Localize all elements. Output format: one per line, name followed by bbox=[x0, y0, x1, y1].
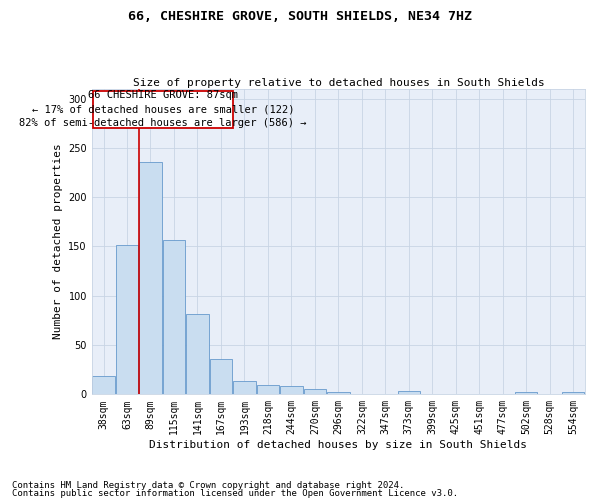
Bar bbox=[257, 386, 279, 394]
Y-axis label: Number of detached properties: Number of detached properties bbox=[53, 144, 63, 340]
Bar bbox=[280, 386, 302, 394]
Bar bbox=[163, 240, 185, 394]
Text: Contains HM Land Registry data © Crown copyright and database right 2024.: Contains HM Land Registry data © Crown c… bbox=[12, 481, 404, 490]
Bar bbox=[515, 392, 538, 394]
Text: 66 CHESHIRE GROVE: 87sqm
← 17% of detached houses are smaller (122)
82% of semi-: 66 CHESHIRE GROVE: 87sqm ← 17% of detach… bbox=[19, 90, 307, 128]
Title: Size of property relative to detached houses in South Shields: Size of property relative to detached ho… bbox=[133, 78, 544, 88]
Text: 66, CHESHIRE GROVE, SOUTH SHIELDS, NE34 7HZ: 66, CHESHIRE GROVE, SOUTH SHIELDS, NE34 … bbox=[128, 10, 472, 23]
Bar bbox=[93, 90, 233, 128]
X-axis label: Distribution of detached houses by size in South Shields: Distribution of detached houses by size … bbox=[149, 440, 527, 450]
Bar bbox=[304, 390, 326, 394]
Bar bbox=[139, 162, 161, 394]
Bar bbox=[116, 244, 138, 394]
Bar bbox=[92, 376, 115, 394]
Text: Contains public sector information licensed under the Open Government Licence v3: Contains public sector information licen… bbox=[12, 488, 458, 498]
Bar bbox=[327, 392, 350, 394]
Bar bbox=[210, 359, 232, 394]
Bar bbox=[562, 392, 584, 394]
Bar bbox=[398, 392, 420, 394]
Bar bbox=[233, 380, 256, 394]
Bar bbox=[187, 314, 209, 394]
